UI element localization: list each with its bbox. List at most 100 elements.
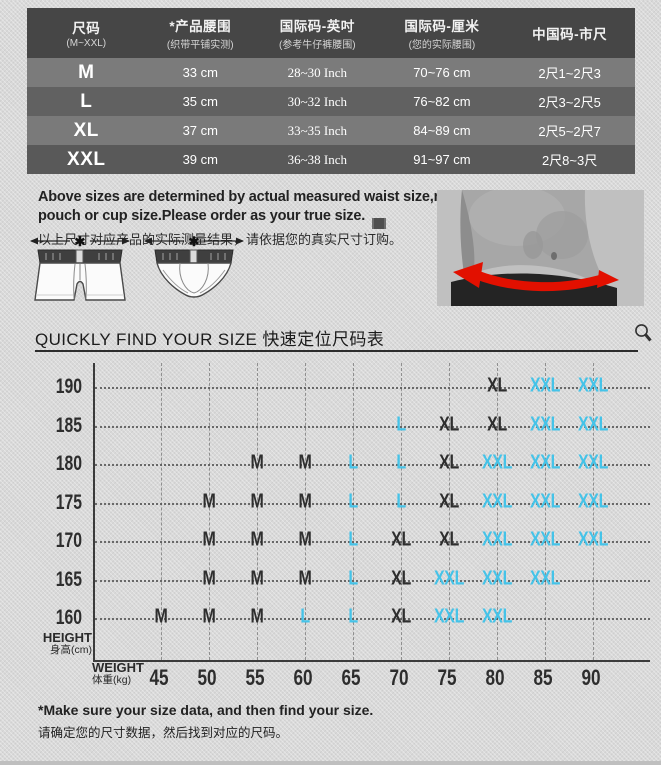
grid-size-label: XXL xyxy=(482,528,512,551)
cm-cell: 84~89 cm xyxy=(413,123,471,138)
grid-size-label: XXL xyxy=(434,605,464,628)
inch-cell: 33~35 Inch xyxy=(287,122,347,138)
height-label-zh: 身高(cm) xyxy=(50,644,92,656)
height-tick-label: 175 xyxy=(55,490,82,514)
waist-cell: 35 cm xyxy=(182,94,218,109)
grid-size-label: XL xyxy=(439,451,459,474)
inch-cell: 36~38 Inch xyxy=(287,151,347,167)
gridline-vertical xyxy=(593,363,594,660)
grid-size-label: XXL xyxy=(578,412,608,435)
weight-tick-label: 85 xyxy=(533,665,553,690)
red-measure-arrow-icon xyxy=(475,270,607,292)
size-cell: XXL xyxy=(67,148,106,170)
boxer-body xyxy=(34,262,126,301)
size-cell: M xyxy=(78,61,95,83)
grid-size-label: XL xyxy=(391,566,411,589)
underwear-diagrams: ✱ ✱ xyxy=(28,234,246,316)
grid-size-label: XXL xyxy=(482,605,512,628)
grid-size-label: L xyxy=(348,605,358,628)
brief-body xyxy=(156,262,232,298)
height-tick-label: 180 xyxy=(55,452,82,475)
column-subtitle: (织带平铺实测) xyxy=(166,40,234,51)
grid-size-label: M xyxy=(154,605,168,628)
inch-cell: 30~32 Inch xyxy=(287,93,347,109)
height-tick-label: 170 xyxy=(55,529,82,552)
size-cell: XL xyxy=(73,119,99,141)
note-en-line1: Above sizes are determined by actual mea… xyxy=(38,189,456,205)
cn-size-cell: 2尺8~3尺 xyxy=(541,153,598,168)
navel xyxy=(551,252,557,260)
grid-size-label: L xyxy=(396,412,406,435)
inch-cell: 28~30 Inch xyxy=(287,64,347,80)
arrow-left-icon xyxy=(144,237,152,245)
weight-axis-title: WEIGHT 体重(kg) xyxy=(92,661,144,686)
waist-cell: 39 cm xyxy=(182,152,218,167)
waist-measure-photo xyxy=(437,186,644,306)
size-cell: L xyxy=(80,90,93,112)
table-row: M 33 cm 28~30 Inch 70~76 cm 2尺1~2尺3 xyxy=(27,58,635,87)
grid-size-label: XL xyxy=(439,412,459,435)
gridline-vertical xyxy=(257,363,258,660)
gridline-horizontal xyxy=(95,425,650,428)
grid-size-label: M xyxy=(250,489,264,512)
red-arrowhead-right-icon xyxy=(597,270,619,288)
arrow-right-icon xyxy=(236,237,244,245)
grid-size-label: XXL xyxy=(578,528,608,551)
column-title: *产品腰围 xyxy=(169,19,232,34)
weight-tick-label: 90 xyxy=(581,665,601,690)
weight-tick-label: 65 xyxy=(341,665,361,690)
table-row: L 35 cm 30~32 Inch 76~82 cm 2尺3~2尺5 xyxy=(27,87,635,116)
red-arrowhead-left-icon xyxy=(453,262,483,288)
magnifier-icon[interactable] xyxy=(633,323,653,346)
grid-size-label: XXL xyxy=(482,489,512,512)
grid-size-label: XL xyxy=(391,605,411,628)
gridline-vertical xyxy=(497,363,498,660)
header-product-waist: *产品腰围 (织带平铺实测) xyxy=(146,8,255,58)
header-intl-inch: 国际码-英吋 (参考牛仔裤腰围) xyxy=(255,8,380,58)
cn-size-cell: 2尺3~2尺5 xyxy=(538,95,601,110)
grid-size-label: XL xyxy=(487,374,507,397)
grid-size-label: L xyxy=(300,605,310,628)
gridline-vertical xyxy=(401,363,402,660)
boxer-diagram: ✱ xyxy=(30,234,130,301)
torso-photo xyxy=(437,186,644,306)
grid-size-label: L xyxy=(396,489,406,512)
table-row: XXL 39 cm 36~38 Inch 91~97 cm 2尺8~3尺 xyxy=(27,145,635,174)
column-title: 国际码-英吋 xyxy=(279,19,355,34)
note-en-line2: pouch or cup size.Please order as your t… xyxy=(38,208,366,224)
size-table-header: 尺码 (M~XXL) *产品腰围 (织带平铺实测) 国际码-英吋 (参考牛仔裤腰… xyxy=(27,8,635,58)
column-subtitle: (M~XXL) xyxy=(66,38,107,49)
gridline-vertical xyxy=(545,363,546,660)
height-tick-label: 160 xyxy=(55,606,82,629)
cn-size-cell: 2尺5~2尺7 xyxy=(538,124,601,139)
grid-size-label: M xyxy=(298,451,312,474)
weight-tick-label: 50 xyxy=(197,665,217,690)
header-size: 尺码 (M~XXL) xyxy=(27,8,146,58)
waist-cell: 37 cm xyxy=(182,123,218,138)
waist-cell: 33 cm xyxy=(182,65,218,80)
gridline-horizontal xyxy=(95,387,650,389)
arrow-left-icon xyxy=(30,237,38,245)
column-subtitle: (参考牛仔裤腰围) xyxy=(278,40,356,51)
grid-size-label: L xyxy=(348,451,358,474)
size-chart-plot: XL XXL XXL L XL XL XXL XXL M M L L XL XXL XXL XXL M M M L L X… xyxy=(93,363,650,662)
gridline-vertical xyxy=(161,363,162,660)
grid-size-label: XXL xyxy=(530,489,560,512)
column-title: 国际码-厘米 xyxy=(404,19,480,34)
grid-size-label: XXL xyxy=(530,374,560,397)
height-label-en: HEIGHT xyxy=(42,630,92,645)
heading-underline xyxy=(35,350,638,352)
grid-size-label: XXL xyxy=(530,451,560,474)
grid-size-label: L xyxy=(348,528,358,551)
grid-size-label: XXL xyxy=(578,451,608,474)
grid-size-label: XXL xyxy=(530,412,560,435)
header-cn-size: 中国码-市尺 xyxy=(504,8,635,58)
height-tick-label: 190 xyxy=(55,375,82,398)
footer-en: *Make sure your size data, and then find… xyxy=(38,702,374,718)
brief-diagram: ✱ xyxy=(144,234,244,298)
gridline-horizontal xyxy=(95,541,650,543)
grid-size-label: XXL xyxy=(482,566,512,589)
weight-tick-label: 60 xyxy=(293,665,313,690)
grid-size-label: XXL xyxy=(530,528,560,551)
